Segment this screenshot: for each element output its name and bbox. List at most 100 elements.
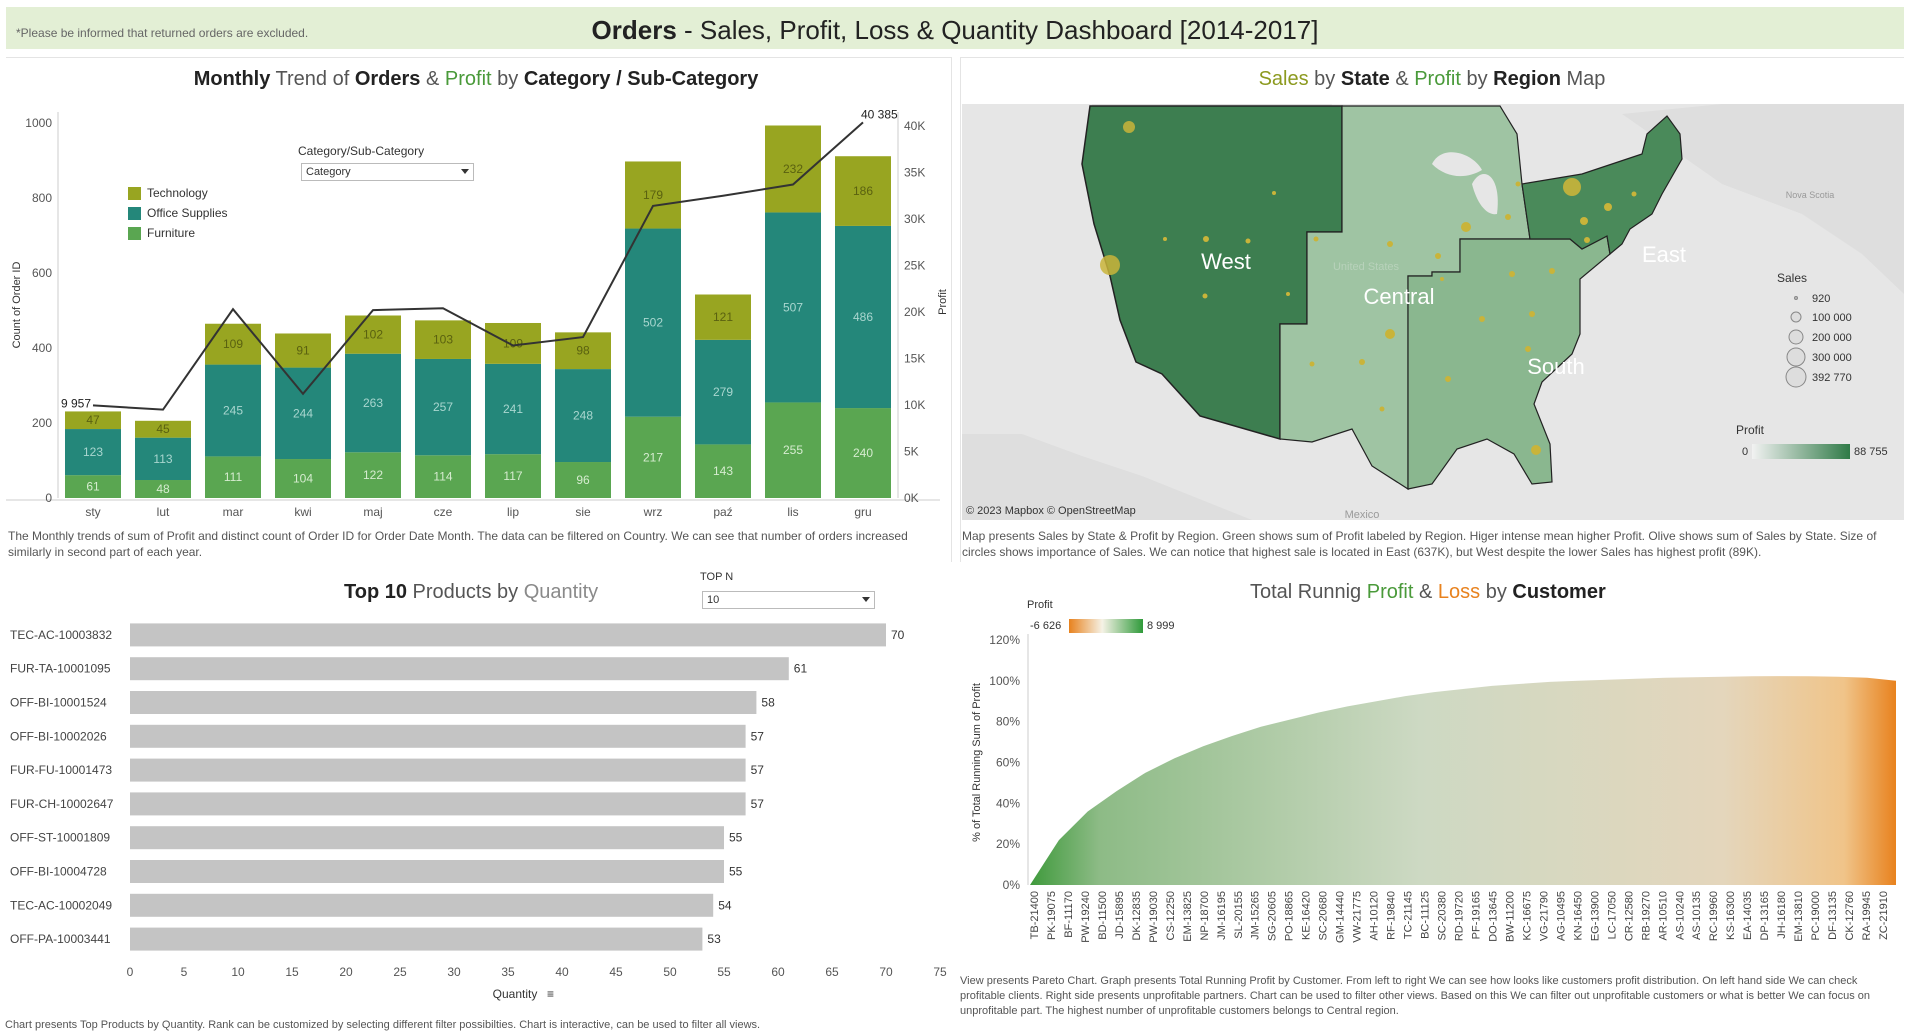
product-bar[interactable] (130, 860, 724, 883)
profit-line[interactable] (92, 121, 864, 411)
title-word-profit: Profit (1414, 68, 1461, 90)
product-bar[interactable] (130, 724, 746, 748)
bar-technology[interactable] (415, 320, 471, 359)
product-bar[interactable] (130, 927, 703, 951)
sales-bubble[interactable] (1163, 237, 1167, 241)
bar-furniture[interactable] (695, 444, 751, 498)
bar-furniture[interactable] (345, 452, 401, 498)
sales-bubble[interactable] (1202, 293, 1208, 299)
top-products-chart[interactable]: TEC-AC-10003832 70 FUR-TA-10001095 61 OFF-BI… (0, 612, 955, 1007)
bar-office-supplies[interactable] (205, 364, 261, 457)
product-bar[interactable] (130, 792, 746, 816)
category-filter-dropdown[interactable]: Category (301, 163, 474, 181)
bar-furniture[interactable] (555, 462, 611, 498)
sales-bubble[interactable] (1525, 346, 1531, 352)
sales-bubble[interactable] (1461, 222, 1471, 232)
product-label[interactable]: TEC-AC-10002049 (10, 898, 112, 912)
region-east[interactable] (1521, 115, 1683, 256)
sales-bubble[interactable] (1245, 238, 1251, 244)
sales-bubble[interactable] (1580, 217, 1588, 225)
bar-office-supplies[interactable] (835, 225, 891, 409)
sales-bubble[interactable] (1479, 316, 1485, 322)
product-bar[interactable] (130, 826, 724, 850)
sales-bubble[interactable] (1203, 236, 1209, 242)
pareto-chart[interactable]: 0% 20% 40% 60% 80% 100% 120% % of Total Running… (960, 620, 1904, 950)
bar-office-supplies[interactable] (345, 353, 401, 453)
bar-technology[interactable] (275, 333, 331, 368)
bar-technology[interactable] (625, 161, 681, 229)
product-label[interactable]: OFF-PA-10003441 (10, 932, 111, 946)
legend-item-furniture[interactable]: Furniture (128, 223, 228, 243)
sales-bubble[interactable] (1529, 311, 1535, 317)
sales-bubble[interactable] (1385, 329, 1395, 339)
sales-bubble[interactable] (1440, 277, 1444, 281)
sales-bubble[interactable] (1359, 359, 1365, 365)
sales-bubble[interactable] (1584, 237, 1590, 243)
sales-bubble[interactable] (1445, 376, 1451, 382)
sales-bubble[interactable] (1604, 203, 1612, 211)
product-bar[interactable] (130, 657, 789, 681)
bar-furniture[interactable] (835, 408, 891, 498)
bar-office-supplies[interactable] (555, 369, 611, 463)
legend-item-technology[interactable]: Technology (128, 183, 228, 203)
sales-bubble[interactable] (1435, 253, 1441, 259)
bar-furniture[interactable] (625, 416, 681, 498)
product-label[interactable]: OFF-BI-10004728 (10, 865, 107, 879)
product-label[interactable]: FUR-CH-10002647 (10, 797, 114, 811)
bar-furniture[interactable] (65, 475, 121, 498)
sales-bubble[interactable] (1309, 361, 1315, 367)
product-bar[interactable] (130, 893, 714, 917)
bar-office-supplies[interactable] (625, 228, 681, 417)
bar-technology[interactable] (135, 420, 191, 438)
sales-bubble[interactable] (1515, 181, 1521, 187)
bar-office-supplies[interactable] (275, 367, 331, 460)
bar-technology[interactable] (835, 156, 891, 226)
bar-furniture[interactable] (205, 456, 261, 498)
sales-bubble[interactable] (1505, 214, 1511, 220)
bar-technology[interactable] (65, 411, 121, 430)
bar-office-supplies[interactable] (765, 212, 821, 403)
product-bar[interactable] (130, 623, 886, 647)
sales-bubble[interactable] (1549, 268, 1555, 274)
bar-office-supplies[interactable] (485, 363, 541, 455)
bar-furniture[interactable] (415, 455, 471, 498)
bar-furniture[interactable] (765, 402, 821, 498)
region-label-central: Central (1364, 284, 1435, 309)
product-label[interactable]: OFF-ST-10001809 (10, 831, 110, 845)
sales-bubble[interactable] (1379, 406, 1385, 412)
sales-bubble[interactable] (1123, 121, 1135, 133)
sales-bubble[interactable] (1286, 292, 1290, 296)
sort-icon[interactable]: ≡ (547, 987, 554, 1001)
legend-item-office-supplies[interactable]: Office Supplies (128, 203, 228, 223)
pareto-area[interactable] (1030, 676, 1896, 885)
bar-technology[interactable] (695, 294, 751, 340)
sales-bubble[interactable] (1387, 241, 1393, 247)
sales-bubble[interactable] (1631, 191, 1637, 197)
sales-bubble[interactable] (1509, 271, 1515, 277)
region-south[interactable] (1407, 235, 1611, 490)
bar-office-supplies[interactable] (65, 429, 121, 476)
bar-office-supplies[interactable] (135, 437, 191, 481)
sales-bubble[interactable] (1272, 191, 1276, 195)
product-bar[interactable] (130, 691, 757, 714)
topn-dropdown[interactable]: 10 (702, 591, 875, 609)
sales-bubble[interactable] (1313, 236, 1319, 242)
product-label[interactable]: OFF-BI-10001524 (10, 696, 107, 710)
bar-furniture[interactable] (275, 459, 331, 498)
bar-furniture[interactable] (135, 480, 191, 498)
product-label[interactable]: FUR-FU-10001473 (10, 763, 112, 777)
product-label[interactable]: OFF-BI-10002026 (10, 729, 107, 743)
customer-tick-label: PO-18865 (1284, 891, 1296, 941)
sales-bubble[interactable] (1531, 445, 1541, 455)
bar-office-supplies[interactable] (415, 358, 471, 456)
bar-office-supplies[interactable] (695, 339, 751, 445)
sales-bubble[interactable] (1100, 255, 1120, 275)
sales-profit-map[interactable]: West Central South East United States Me… (962, 104, 1904, 520)
trend-chart[interactable]: 0 200 400 600 800 1000 0K 5K 10K 15K 20K 25K 30K 35K 4… (0, 100, 955, 520)
bar-furniture[interactable] (485, 454, 541, 498)
bar-technology[interactable] (345, 315, 401, 354)
product-bar[interactable] (130, 758, 746, 782)
sales-bubble[interactable] (1563, 178, 1581, 196)
product-label[interactable]: TEC-AC-10003832 (10, 628, 112, 642)
product-label[interactable]: FUR-TA-10001095 (10, 662, 111, 676)
